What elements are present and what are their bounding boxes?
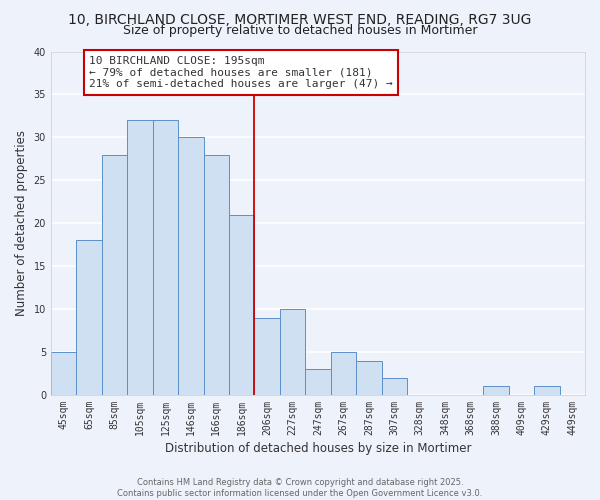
Bar <box>331 352 356 395</box>
Bar <box>305 369 331 395</box>
Text: 10 BIRCHLAND CLOSE: 195sqm
← 79% of detached houses are smaller (181)
21% of sem: 10 BIRCHLAND CLOSE: 195sqm ← 79% of deta… <box>89 56 393 89</box>
Bar <box>280 309 305 395</box>
Bar <box>178 138 203 395</box>
Bar <box>356 360 382 395</box>
X-axis label: Distribution of detached houses by size in Mortimer: Distribution of detached houses by size … <box>165 442 471 455</box>
Bar <box>76 240 102 395</box>
Bar <box>127 120 152 395</box>
Text: Contains HM Land Registry data © Crown copyright and database right 2025.
Contai: Contains HM Land Registry data © Crown c… <box>118 478 482 498</box>
Text: Size of property relative to detached houses in Mortimer: Size of property relative to detached ho… <box>123 24 477 37</box>
Bar <box>254 318 280 395</box>
Y-axis label: Number of detached properties: Number of detached properties <box>15 130 28 316</box>
Bar <box>483 386 509 395</box>
Bar <box>382 378 407 395</box>
Bar <box>102 154 127 395</box>
Bar <box>51 352 76 395</box>
Bar <box>203 154 229 395</box>
Bar <box>534 386 560 395</box>
Bar <box>229 214 254 395</box>
Text: 10, BIRCHLAND CLOSE, MORTIMER WEST END, READING, RG7 3UG: 10, BIRCHLAND CLOSE, MORTIMER WEST END, … <box>68 12 532 26</box>
Bar <box>152 120 178 395</box>
